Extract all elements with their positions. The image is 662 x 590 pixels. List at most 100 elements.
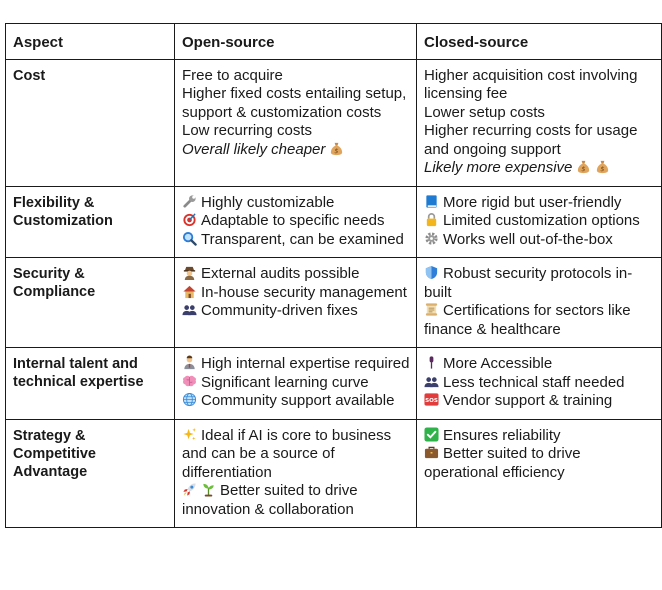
cell-line: Less technical staff needed [424, 374, 655, 393]
people-icon [424, 374, 439, 389]
cell-text: Community support available [201, 392, 395, 409]
cell-text: Ideal if AI is core to business and can … [182, 426, 392, 481]
open-source-cell: Ideal if AI is core to business and can … [174, 418, 417, 528]
money-bag-icon: $ [595, 159, 610, 174]
closed-source-cell: Robust security protocols in-built Certi… [416, 257, 662, 348]
target-icon [182, 212, 197, 227]
table-row: Cost Free to acquire Higher fixed costs … [5, 58, 662, 187]
cell-line: Lower setup costs [424, 103, 545, 121]
cell-text: External audits possible [201, 265, 360, 282]
cell-text: Better suited to drive operational effic… [424, 445, 581, 481]
header-row: Aspect Open-source Closed-source [5, 23, 662, 60]
cell-line: External audits possible [182, 265, 410, 284]
cell-text: Works well out-of-the-box [443, 230, 613, 248]
cell-line: Works well out-of-the-box [424, 231, 655, 250]
cell-text: Vendor support & training [443, 392, 613, 409]
cell-text: Transparent, can be examined [201, 230, 404, 248]
aspect-cell: Flexibility & Customization [5, 185, 175, 258]
cell-line: Better suited to drive innovation & coll… [182, 482, 410, 519]
closed-source-cell: More Accessible Less technical staff nee… [416, 347, 662, 420]
briefcase-icon [424, 445, 439, 460]
money-bag-icon: $ [576, 159, 591, 174]
cell-text: Less technical staff needed [443, 373, 625, 391]
cell-line: Highly customizable [182, 194, 410, 213]
check-mark-icon [424, 426, 439, 442]
cell-line: Likely more expensive $ $ [424, 159, 655, 178]
money-bag-icon: $ [329, 141, 344, 156]
cell-text: More Accessible [443, 355, 553, 372]
sparkles-icon [182, 427, 197, 442]
cell-line: Community-driven fixes [182, 302, 410, 321]
magnifier-icon [182, 231, 197, 246]
microphone-icon [424, 355, 439, 370]
cell-line: Limited customization options [424, 212, 655, 231]
gear-icon [424, 231, 439, 246]
shield-icon [424, 265, 439, 280]
closed-source-cell: More rigid but user-friendly Limited cus… [416, 185, 662, 258]
blue-book-icon [424, 194, 439, 209]
cell-text: Certifications for sectors like finance … [424, 302, 631, 338]
svg-text:$: $ [335, 147, 339, 155]
house-icon [182, 284, 197, 299]
aspect-cell: Security & Compliance [5, 257, 175, 348]
cell-line: Adaptable to specific needs [182, 212, 410, 231]
table-row: Strategy & Competitive Advantage Ideal i… [5, 418, 662, 528]
svg-text:$: $ [601, 165, 605, 173]
cell-line: Robust security protocols in-built [424, 265, 655, 302]
cell-line: Ideal if AI is core to business and can … [182, 427, 410, 483]
lock-icon [424, 212, 439, 227]
cell-text: High internal expertise required [201, 355, 410, 372]
office-worker-icon [182, 355, 197, 370]
table-row: Flexibility & Customization Highly custo… [5, 185, 662, 258]
cell-text: Better suited to drive innovation & coll… [182, 482, 358, 518]
header-closed-source: Closed-source [416, 23, 662, 60]
cell-text: Highly customizable [201, 193, 335, 211]
cell-line: SOS Vendor support & training [424, 392, 655, 411]
globe-icon [182, 392, 197, 407]
cell-text: Significant learning curve [201, 373, 369, 391]
wrench-icon [182, 194, 197, 209]
aspect-cell: Cost [5, 58, 175, 187]
cell-line: Better suited to drive operational effic… [424, 445, 655, 482]
cell-text: Limited customization options [443, 212, 640, 229]
cell-text: Adaptable to specific needs [201, 212, 385, 229]
cell-line: Ensures reliability [424, 427, 655, 446]
open-source-cell: External audits possible In-house securi… [174, 257, 417, 348]
closed-source-cell: Higher acquisition cost involving licens… [416, 58, 662, 187]
cell-line: More rigid but user-friendly [424, 194, 655, 213]
open-source-cell: Highly customizable Adaptable to specifi… [174, 185, 417, 258]
aspect-cell: Internal talent and technical expertise [5, 347, 175, 420]
open-source-cell: High internal expertise required Signifi… [174, 347, 417, 420]
cell-line: In-house security management [182, 284, 410, 303]
brain-icon [182, 374, 197, 389]
cell-line: Certifications for sectors like finance … [424, 302, 655, 339]
cell-text: Community-driven fixes [201, 302, 358, 319]
cell-line: Higher fixed costs entailing setup, supp… [182, 85, 407, 121]
cell-line: Higher acquisition cost involving licens… [424, 66, 638, 103]
cell-line: Transparent, can be examined [182, 231, 410, 250]
svg-text:$: $ [582, 165, 586, 173]
detective-icon [182, 265, 197, 280]
table-row: Internal talent and technical expertise … [5, 347, 662, 420]
closed-source-cell: Ensures reliability Better suited to dri… [416, 418, 662, 528]
cell-line: More Accessible [424, 355, 655, 374]
scroll-icon [424, 302, 439, 317]
header-aspect: Aspect [5, 23, 175, 60]
cell-text: Ensures reliability [443, 426, 561, 444]
aspect-cell: Strategy & Competitive Advantage [5, 418, 175, 528]
seedling-icon [201, 482, 216, 497]
header-open-source: Open-source [174, 23, 417, 60]
table-row: Security & Compliance External audits po… [5, 257, 662, 348]
cell-line: Significant learning curve [182, 374, 410, 393]
cell-line: High internal expertise required [182, 355, 410, 374]
cell-line: Free to acquire [182, 66, 283, 84]
cell-text: Overall likely cheaper [182, 140, 326, 158]
cell-line: Higher recurring costs for usage and ong… [424, 122, 638, 158]
cell-line: Overall likely cheaper $ [182, 141, 410, 160]
svg-text:SOS: SOS [425, 398, 438, 404]
cell-line: Low recurring costs [182, 122, 313, 139]
cell-text: Likely more expensive [424, 159, 573, 176]
cell-text: Robust security protocols in-built [424, 265, 633, 301]
open-source-cell: Free to acquire Higher fixed costs entai… [174, 58, 417, 187]
people-icon [182, 302, 197, 317]
